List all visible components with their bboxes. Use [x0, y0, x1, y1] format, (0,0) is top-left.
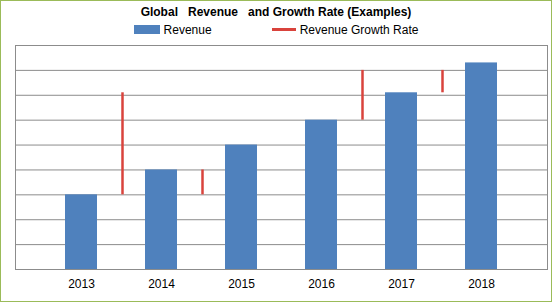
- html-text:Revenue: Revenue: [163, 22, 212, 37]
- svg-text:2016: 2016: [308, 277, 335, 291]
- svg-text:2013: 2013: [68, 277, 95, 291]
- html-text:Global Revenue and Growth Rate: Global Revenue and Growth Rate (Examples…: [140, 5, 412, 19]
- svg-text:2014: 2014: [148, 277, 175, 291]
- html-text:Revenue Growth Rate: Revenue Growth Rate: [299, 22, 419, 37]
- svg-text:2015: 2015: [228, 277, 255, 291]
- svg-text:2018: 2018: [468, 277, 495, 291]
- svg-text:2017: 2017: [388, 277, 415, 291]
